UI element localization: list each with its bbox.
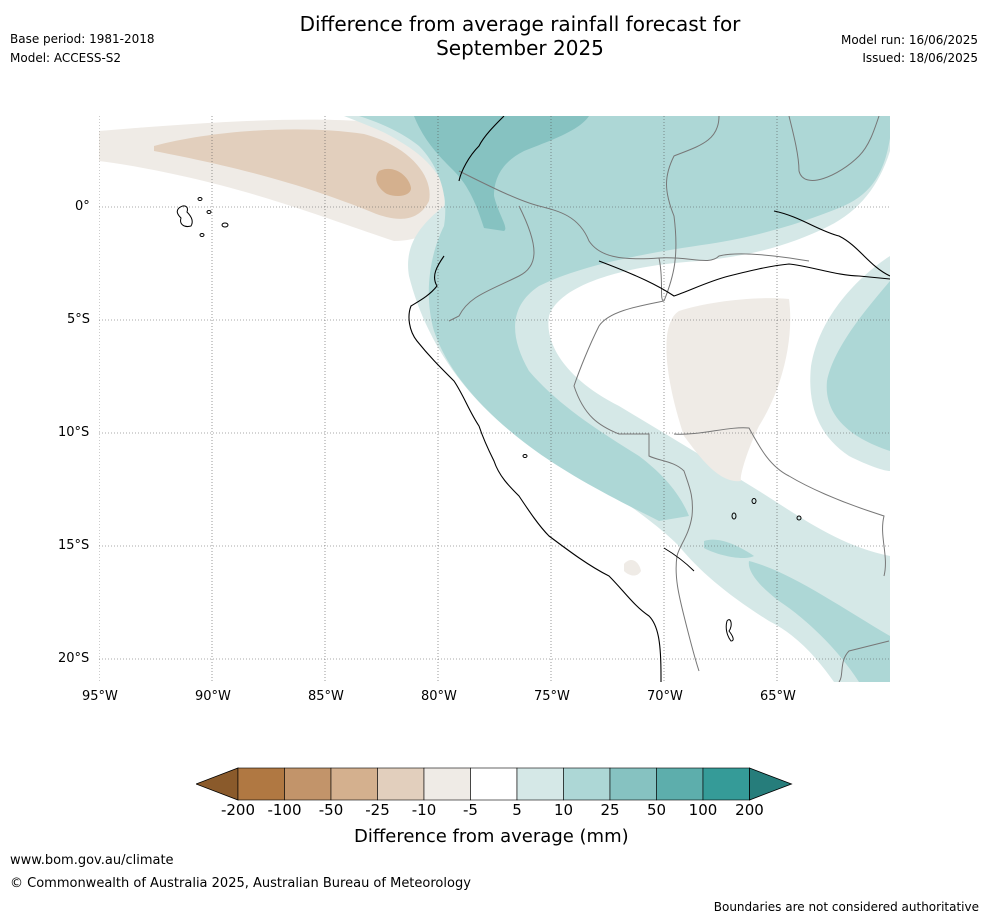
colorbar-tick-label: -200 bbox=[220, 801, 256, 819]
website-text: www.bom.gov.au/climate bbox=[10, 853, 174, 868]
colorbar-title: Difference from average (mm) bbox=[354, 826, 629, 847]
lat-label-0: 0° bbox=[75, 199, 90, 214]
colorbar-tick-label: -25 bbox=[365, 801, 390, 819]
colorbar-tick-label: 5 bbox=[512, 801, 522, 819]
lon-label-65w: 65°W bbox=[760, 689, 796, 704]
wet-anomaly-small-patch bbox=[704, 539, 754, 559]
colorbar-segment bbox=[470, 767, 518, 801]
colorbar-segment bbox=[284, 767, 332, 801]
graticule bbox=[99, 116, 890, 682]
country-borders bbox=[448, 116, 890, 682]
title-line-1: Difference from average rainfall forecas… bbox=[299, 12, 741, 36]
lon-label-85w: 85°W bbox=[308, 689, 344, 704]
colorbar-tick-label: -50 bbox=[318, 801, 344, 819]
model-run-text: Model run: 16/06/2025 bbox=[840, 33, 978, 47]
colorbar-segment bbox=[516, 767, 564, 801]
map-canvas bbox=[99, 116, 890, 682]
colorbar-segment bbox=[423, 767, 471, 801]
colorbar-extend-high bbox=[749, 767, 793, 801]
colorbar-tick-label: 200 bbox=[735, 801, 764, 819]
colorbar-tick-label: -5 bbox=[463, 801, 478, 819]
lat-label-5s: 5°S bbox=[67, 312, 91, 327]
colorbar-segment bbox=[656, 767, 704, 801]
model-text: Model: ACCESS-S2 bbox=[10, 51, 122, 65]
lon-label-75w: 75°W bbox=[534, 689, 570, 704]
coastlines bbox=[408, 116, 890, 682]
lat-label-15s: 15°S bbox=[58, 538, 90, 553]
rainfall-map bbox=[99, 116, 890, 682]
page-title: Difference from average rainfall forecas… bbox=[200, 12, 840, 60]
lon-label-90w: 90°W bbox=[195, 689, 231, 704]
colorbar-segment bbox=[330, 767, 378, 801]
colorbar bbox=[196, 767, 793, 801]
lat-label-10s: 10°S bbox=[58, 425, 90, 440]
colorbar-tick-label: 10 bbox=[553, 801, 574, 819]
lon-label-70w: 70°W bbox=[647, 689, 683, 704]
wet-anomaly-southeast-medium bbox=[748, 561, 890, 682]
dry-anomaly-medium bbox=[154, 129, 430, 219]
dry-anomaly-small bbox=[624, 560, 641, 576]
lat-label-20s: 20°S bbox=[58, 651, 90, 666]
dry-anomaly-strong bbox=[376, 168, 411, 196]
lakes bbox=[522, 454, 802, 642]
colorbar-segment bbox=[609, 767, 657, 801]
dry-anomaly-inland bbox=[666, 298, 791, 482]
colorbar-tick-label: -10 bbox=[411, 801, 437, 819]
colorbar-tick-label: 100 bbox=[688, 801, 718, 819]
colorbar-segment bbox=[702, 767, 750, 801]
galapagos-islands bbox=[176, 197, 229, 237]
wet-anomaly-strong bbox=[414, 116, 589, 231]
base-period-text: Base period: 1981-2018 bbox=[10, 32, 155, 46]
copyright-text: © Commonwealth of Australia 2025, Austra… bbox=[10, 876, 471, 891]
colorbar-segment bbox=[563, 767, 611, 801]
issued-text: Issued: 18/06/2025 bbox=[862, 51, 978, 65]
colorbar-extend-low bbox=[196, 767, 239, 801]
colorbar-segment bbox=[237, 767, 285, 801]
colorbar-tick-label: 50 bbox=[646, 801, 667, 819]
lon-label-80w: 80°W bbox=[421, 689, 457, 704]
wet-anomaly-east-medium bbox=[826, 281, 890, 451]
disclaimer-text: Boundaries are not considered authoritat… bbox=[713, 900, 979, 914]
title-line-2: September 2025 bbox=[436, 36, 604, 60]
lon-label-95w: 95°W bbox=[82, 689, 118, 704]
colorbar-tick-label: -100 bbox=[267, 801, 302, 819]
colorbar-segment bbox=[377, 767, 425, 801]
colorbar-tick-label: 25 bbox=[600, 801, 620, 819]
